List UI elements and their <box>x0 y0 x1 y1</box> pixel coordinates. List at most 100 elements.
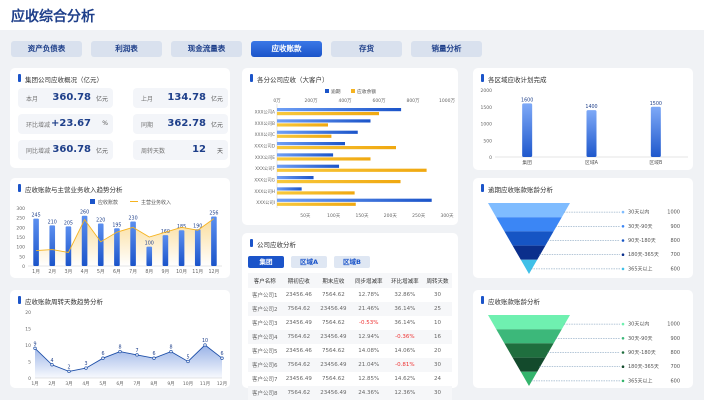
legend-label: 应收余额 <box>357 88 376 95</box>
bar-receivable <box>114 228 120 266</box>
legend-label: 主营业务收入 <box>141 199 171 206</box>
funnel-segment <box>512 245 546 260</box>
table-cell: -0.36% <box>386 330 424 344</box>
table-row[interactable]: 客户公司2 7564.62 23456.49 21.46% 36.14% 25 <box>248 302 452 316</box>
region-card: 各区域应收计划完成 0 500 1000 1500 2000 1600 集团 1400 区域A 1… <box>473 68 693 170</box>
bar-data-label: 210 <box>48 219 57 225</box>
table-cell: 36.14% <box>394 320 416 326</box>
trend-chart: 应收账款 主营业务收入 0 50 100 150 200 250 300 245 1月 210 2月 20… <box>16 199 222 275</box>
table-cell: 25 <box>423 302 452 316</box>
x-tick-label: 10月 <box>183 381 193 387</box>
funnel-segment <box>504 343 554 358</box>
tab-3[interactable]: 应收账款 <box>251 41 322 57</box>
bar-balance <box>277 168 427 172</box>
table-cell: 16 <box>423 330 452 344</box>
tab-2[interactable]: 现金流量表 <box>171 41 242 57</box>
table-cell: 14.08% <box>358 348 380 354</box>
kpi-unit: 亿元 <box>95 148 108 155</box>
table-cell: 客户公司5 <box>252 349 278 355</box>
kpi-label: 周转天数 <box>141 148 166 155</box>
kpi-item: 环比增减 +23.67% <box>18 114 113 134</box>
tab-1[interactable]: 利润表 <box>91 41 162 57</box>
table-cell: 24.36% <box>350 386 387 400</box>
bar-data-label: 190 <box>193 223 202 229</box>
funnel-segment <box>504 231 554 246</box>
table-cell: 32.86% <box>394 292 416 298</box>
data-point <box>186 359 190 364</box>
bar-balance <box>277 180 401 184</box>
legend-dot <box>621 239 625 242</box>
x-tick-label: 集团 <box>522 159 532 166</box>
table-cell: 23456.49 <box>316 386 351 400</box>
table-row[interactable]: 客户公司6 7564.62 23456.49 21.04% -0.81% 30 <box>248 358 452 372</box>
table-row[interactable]: 客户公司5 23456.46 7564.62 14.08% 14.06% 20 <box>248 344 452 358</box>
bar-balance <box>277 157 371 161</box>
funnel-segment <box>488 203 570 218</box>
funnel-label: 365天以上 <box>628 377 653 384</box>
y-tick-label: 100 <box>16 245 25 251</box>
y-tick-label: XXX公司H <box>254 189 275 195</box>
top-tick-label: 600万 <box>372 98 386 104</box>
table-tab-1[interactable]: 区域A <box>291 256 327 268</box>
tab-5[interactable]: 销量分析 <box>411 41 482 57</box>
x-tick-label: 4月 <box>81 269 89 275</box>
table-cell: 客户公司6 <box>248 358 282 372</box>
y-tick-label: 2000 <box>481 88 493 94</box>
y-tick-label: 5 <box>28 360 31 366</box>
funnel-label: 30天-90天 <box>628 336 653 342</box>
bar-balance <box>277 112 379 116</box>
table-tab-2[interactable]: 区域B <box>334 256 370 268</box>
card-title: 逾期应收账款账龄分析 <box>481 184 553 194</box>
funnel-label: 180天-365天 <box>628 364 659 370</box>
table-cell: 12.36% <box>386 386 424 400</box>
x-tick-label: 6月 <box>113 269 121 275</box>
bar-receivable <box>146 246 153 266</box>
table-row[interactable]: 客户公司7 23456.49 7564.62 12.85% 14.62% 24 <box>248 372 452 386</box>
legend-label: 逾期 <box>331 88 341 95</box>
table-row[interactable]: 客户公司3 23456.49 7564.62 -0.53% 36.14% 10 <box>248 316 452 330</box>
kpi-item: 上月 134.78 亿元 <box>133 88 228 108</box>
kpi-value: 360.78 <box>52 144 91 155</box>
bar-balance <box>277 202 356 206</box>
x-tick-label: 8月 <box>150 381 157 387</box>
income-line <box>36 218 215 253</box>
table-cell: -0.53% <box>358 320 379 326</box>
table-cell: 12.78% <box>358 292 380 298</box>
funnel-label: 30天以内 <box>628 209 649 216</box>
table-row[interactable]: 客户公司4 7564.62 23456.49 12.94% -0.36% 16 <box>248 330 452 344</box>
column-header: 周转天数 <box>423 273 452 288</box>
table-cell: 23456.46 <box>285 348 312 354</box>
table-row[interactable]: 客户公司8 7564.62 23456.49 24.36% 12.36% 30 <box>248 386 452 400</box>
table-cell: 30 <box>423 386 452 400</box>
table-cell: 30 <box>423 358 452 372</box>
bar-data-label: 1600 <box>521 97 533 103</box>
tab-0[interactable]: 资产负债表 <box>11 41 82 57</box>
y-tick-label: 1500 <box>481 105 493 111</box>
x-tick-label: 12月 <box>217 381 227 387</box>
bottom-tick-label: 200天 <box>384 213 398 219</box>
legend-dot <box>621 379 625 383</box>
column-header: 环比增减率 <box>386 273 424 288</box>
turnover-chart: 0 5 10 15 20 9 1月 4 2月 2 3月 3 4月 6 5月 8 6月 7 7月 6 8月 8 9月 5 10月 1… <box>25 310 227 387</box>
table-cell: 10 <box>434 320 441 326</box>
kpi-label: 上月 <box>141 96 154 103</box>
funnel-segment <box>496 217 562 232</box>
y-tick-label: XXX公司C <box>255 132 275 138</box>
legend-dot <box>621 351 625 354</box>
y-tick-label: XXX公司B <box>255 121 275 127</box>
table-tab-0[interactable]: 集团 <box>248 256 284 268</box>
x-tick-label: 1月 <box>31 381 38 387</box>
point-label: 4 <box>50 358 53 364</box>
y-tick-label: 20 <box>25 310 31 316</box>
card-title: 应收账款与主营业务收入趋势分析 <box>18 184 123 194</box>
table-row[interactable]: 客户公司1 23456.46 7564.62 12.78% 32.86% 30 <box>248 288 452 302</box>
tab-4[interactable]: 存货 <box>331 41 402 57</box>
point-label: 8 <box>118 345 121 351</box>
point-label: 6 <box>152 351 155 357</box>
clients-chart: 逾期 应收余额 0万 200万 400万 600万 800万 1000万 50天 100天 150天… <box>254 88 455 219</box>
funnel-value: 900 <box>670 224 680 230</box>
top-tick-label: 200万 <box>304 98 318 104</box>
card-title: 公司应收分析 <box>250 239 296 249</box>
x-tick-label: 2月 <box>48 381 55 387</box>
bottom-tick-label: 100天 <box>327 213 341 219</box>
